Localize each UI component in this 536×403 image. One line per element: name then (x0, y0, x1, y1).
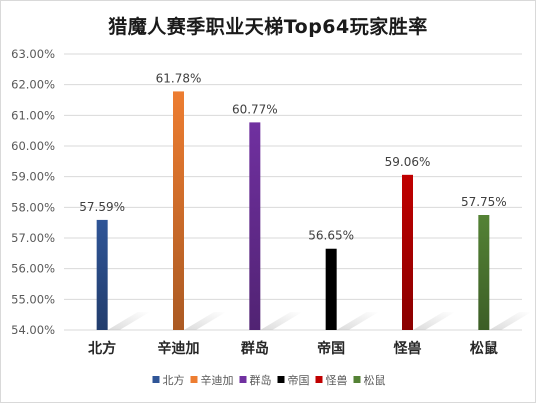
legend-swatch (353, 376, 361, 383)
y-tick-label: 60.00% (11, 139, 55, 153)
chart-title: 猎魔人赛季职业天梯Top64玩家胜率 (108, 16, 428, 38)
bar (478, 215, 490, 330)
y-tick-label: 55.00% (11, 292, 55, 306)
bar-shadow (336, 312, 379, 330)
bar-shadow (184, 312, 226, 330)
bar-shadow (107, 312, 150, 330)
data-label: 59.06% (385, 155, 431, 169)
x-category-label: 帝国 (317, 340, 345, 357)
y-tick-label: 63.00% (11, 47, 55, 61)
x-category-label: 辛迪加 (158, 340, 200, 357)
legend-label: 怪兽 (326, 373, 348, 387)
x-category-label: 北方 (88, 340, 116, 357)
data-label: 57.59% (79, 200, 125, 214)
x-category-label: 松鼠 (470, 340, 498, 357)
bar-shadow (489, 312, 532, 330)
bar (173, 91, 184, 330)
data-label: 60.77% (232, 102, 278, 116)
legend-label: 帝国 (288, 373, 310, 387)
data-label: 56.65% (308, 229, 354, 243)
y-tick-label: 58.00% (11, 200, 55, 214)
legend-swatch (190, 376, 198, 383)
data-label: 57.75% (461, 195, 507, 209)
legend-swatch (277, 376, 285, 383)
legend-label: 松鼠 (364, 373, 386, 387)
y-tick-label: 59.00% (11, 170, 55, 184)
legend-swatch (239, 376, 247, 383)
y-tick-label: 54.00% (11, 323, 55, 337)
bar (96, 219, 108, 330)
legend-label: 北方 (163, 373, 185, 387)
data-label: 61.78% (156, 71, 202, 85)
y-tick-label: 56.00% (11, 262, 55, 276)
y-tick-label: 61.00% (11, 108, 55, 122)
bar-shadow (260, 312, 303, 330)
legend-label: 辛迪加 (201, 373, 234, 387)
legend-swatch (152, 376, 160, 383)
x-category-label: 怪兽 (394, 340, 422, 357)
bar (325, 248, 337, 330)
bar (402, 174, 413, 330)
x-category-label: 群岛 (240, 340, 269, 357)
legend-label: 群岛 (250, 373, 272, 387)
bar-shadow (413, 312, 455, 330)
y-tick-label: 57.00% (11, 231, 55, 245)
y-tick-label: 62.00% (11, 78, 55, 92)
legend-swatch (315, 376, 323, 383)
bar (249, 122, 261, 331)
